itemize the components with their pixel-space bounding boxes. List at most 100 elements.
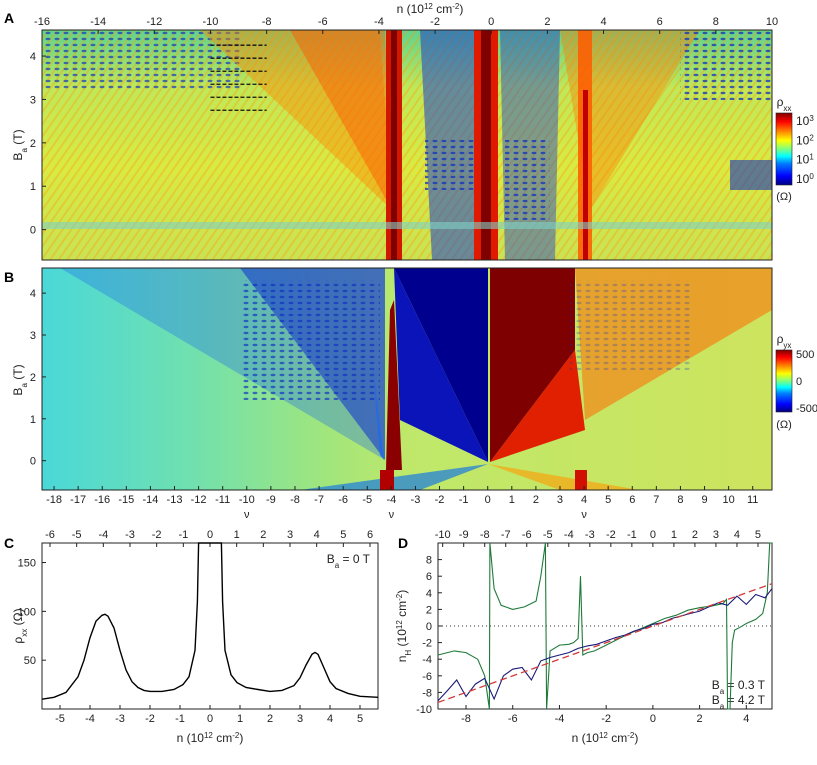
- tick-label-d-y: 0: [426, 621, 432, 633]
- tick-label-c-top: 0: [207, 529, 213, 541]
- tick-label-a-top: -8: [262, 16, 272, 28]
- tick-label-d-top: 1: [671, 529, 677, 541]
- tick-label-c-x: -2: [145, 713, 155, 725]
- tick-label-c-x: -4: [85, 713, 95, 725]
- tick-label-a-top: 6: [657, 16, 663, 28]
- panel-a-heatmap: [41, 29, 793, 261]
- tick-label-b-x: -11: [215, 494, 230, 506]
- tick-label-a-y: 4: [30, 51, 36, 63]
- colorbar-a-tick: 103: [796, 114, 814, 129]
- tick-label-d-x: 0: [650, 713, 656, 725]
- colorbar-a: [775, 112, 793, 186]
- colorbar-b-unit: (Ω): [776, 419, 792, 431]
- legend-d-4.2T: Ba = 4.2 T: [712, 693, 766, 711]
- tick-label-d-x: 2: [697, 713, 703, 725]
- tick-label-d-y: 6: [426, 571, 432, 583]
- tick-label-b-x: -15: [118, 494, 134, 506]
- colorbar-b-tick: -500: [796, 403, 817, 415]
- colorbar-b-tick: 0: [796, 376, 802, 388]
- tick-label-a-top: -16: [34, 16, 50, 28]
- tick-label-a-top: 10: [766, 16, 778, 28]
- axis-title-c-x: n (1012 cm-2): [177, 731, 244, 746]
- tick-label-b-x: -7: [314, 494, 324, 506]
- tick-label-c-x: 0: [207, 713, 213, 725]
- legend-d-0.3T: Ba = 0.3 T: [712, 678, 766, 696]
- panel-letter-c: C: [4, 535, 14, 551]
- tick-label-d-top: -4: [564, 529, 574, 541]
- tick-label-d-top: -9: [459, 529, 469, 541]
- tick-label-c-top: 1: [234, 529, 240, 541]
- tick-label-d-top: -8: [480, 529, 490, 541]
- tick-label-b-x: 3: [557, 494, 563, 506]
- tick-label-d-top: -1: [627, 529, 637, 541]
- tick-label-a-top: -10: [203, 16, 219, 28]
- tick-label-d-top: -7: [501, 529, 511, 541]
- tick-label-b-x: -2: [435, 494, 445, 506]
- tick-label-b-x: 10: [723, 494, 735, 506]
- tick-label-d-y: 8: [426, 555, 432, 567]
- panel-c-series: [41, 542, 379, 700]
- axis-title-c-y: ρxx (Ω): [11, 608, 29, 643]
- axis-title-d-y: nH (1012 cm-2): [395, 590, 413, 663]
- panel-letter-a: A: [4, 10, 14, 26]
- tick-label-c-x: -3: [115, 713, 125, 725]
- tick-label-a-top: -12: [146, 16, 162, 28]
- colorbar-b-label: ρyx: [777, 332, 792, 350]
- tick-label-c-top: 3: [287, 529, 293, 541]
- tick-label-d-y: -6: [422, 671, 432, 683]
- tick-label-d-top: 5: [755, 529, 761, 541]
- tick-label-c-x: 3: [297, 713, 303, 725]
- tick-label-d-top: 2: [692, 529, 698, 541]
- tick-label-a-y: 2: [30, 138, 36, 150]
- tick-label-b-x: -13: [167, 494, 183, 506]
- panel-d-series: [437, 542, 773, 710]
- tick-label-d-x: -4: [555, 713, 565, 725]
- tick-label-b-y: 3: [30, 330, 36, 342]
- colorbar-b: [775, 349, 793, 413]
- tick-label-b-x: 9: [701, 494, 707, 506]
- tick-label-d-y: -8: [422, 687, 432, 699]
- tick-label-b-x: -14: [142, 494, 158, 506]
- tick-label-a-top: -4: [374, 16, 384, 28]
- tick-label-a-top: -2: [430, 16, 440, 28]
- axis-title-b-y: Ba (T): [11, 364, 29, 395]
- colorbar-a-label: ρxx: [777, 95, 792, 113]
- tick-label-d-x: -6: [508, 713, 518, 725]
- tick-label-b-x: -5: [362, 494, 372, 506]
- tick-label-d-x: -2: [601, 713, 611, 725]
- tick-label-c-top: -5: [72, 529, 82, 541]
- axis-title-d-x: n (1012 cm-2): [572, 731, 639, 746]
- tick-label-b-x: -6: [338, 494, 348, 506]
- axis-title-a-top: n (1012 cm-2): [397, 2, 464, 17]
- tick-label-b-x: -9: [266, 494, 276, 506]
- tick-label-b-x: -10: [239, 494, 255, 506]
- tick-label-c-top: -4: [98, 529, 108, 541]
- tick-label-d-top: -6: [522, 529, 532, 541]
- tick-label-a-top: 8: [713, 16, 719, 28]
- tick-label-d-top: -3: [585, 529, 595, 541]
- series-d-line-1: [437, 542, 772, 710]
- panel-b-axes: -18 -17 -16 -15 -14 -13 -12 -11 -10 -9 -8 -7 -6 -5 -4-…: [11, 288, 817, 521]
- tick-label-b-x: 11: [747, 494, 758, 506]
- tick-label-b-x: 8: [677, 494, 683, 506]
- tick-label-c-x: -5: [55, 713, 65, 725]
- tick-label-d-top: -10: [435, 529, 451, 541]
- tick-label-a-top: -6: [318, 16, 328, 28]
- tick-label-b-x: -17: [70, 494, 86, 506]
- axis-title-b-nu: ν: [244, 509, 250, 521]
- tick-label-c-y: 100: [18, 606, 36, 618]
- tick-label-b-x: 0: [485, 494, 491, 506]
- tick-label-d-top: 3: [713, 529, 719, 541]
- tick-label-c-top: -3: [125, 529, 135, 541]
- panel-c-axes: -5 -4 -3 -2 -1 0 1 2 3 4 5 -6 -5 -4 -3 -2 -1 0 1 2 3 4 5 6 50 100…: [11, 529, 373, 745]
- colorbar-a-unit: (Ω): [776, 191, 792, 203]
- tick-label-c-top: 2: [260, 529, 266, 541]
- tick-label-b-x: 1: [509, 494, 515, 506]
- panel-d-axes: -8 -6 -4 -2 0 2 4-10 -9 -8 -7 -6 -5 -4 -3 -2 -1 0 1 2 3 4 5-1…: [395, 529, 772, 746]
- tick-label-c-top: 5: [340, 529, 346, 541]
- tick-label-d-top: -5: [543, 529, 553, 541]
- tick-label-b-y: 2: [30, 372, 36, 384]
- tick-label-b-x: 7: [653, 494, 659, 506]
- tick-label-a-top: -14: [90, 16, 106, 28]
- tick-label-d-y: 2: [426, 604, 432, 616]
